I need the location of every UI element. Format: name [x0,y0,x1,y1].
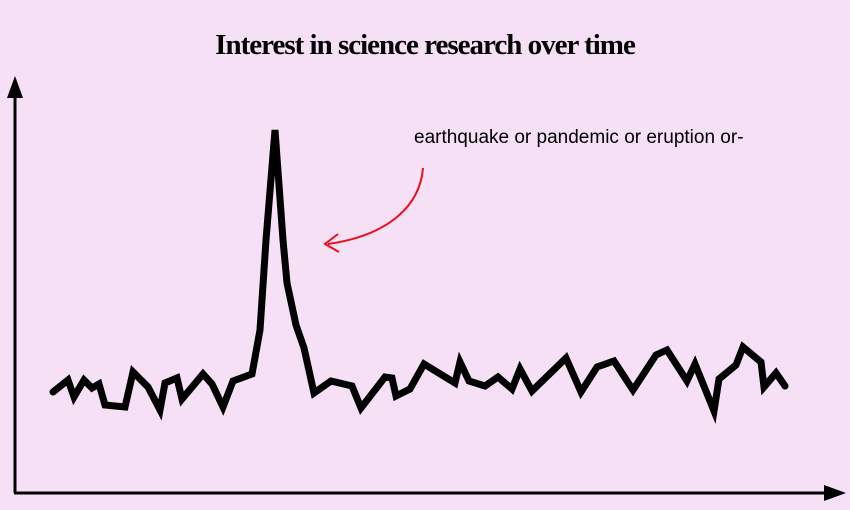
annotation-arrowhead [323,233,340,253]
data-line [49,129,789,425]
x-axis-arrow [824,485,846,501]
y-axis-arrow [7,76,23,98]
chart-title: Interest in science research over time [215,29,636,61]
annotation: earthquake or pandemic or eruption or- [414,127,744,148]
annotation-arrow [327,167,424,245]
